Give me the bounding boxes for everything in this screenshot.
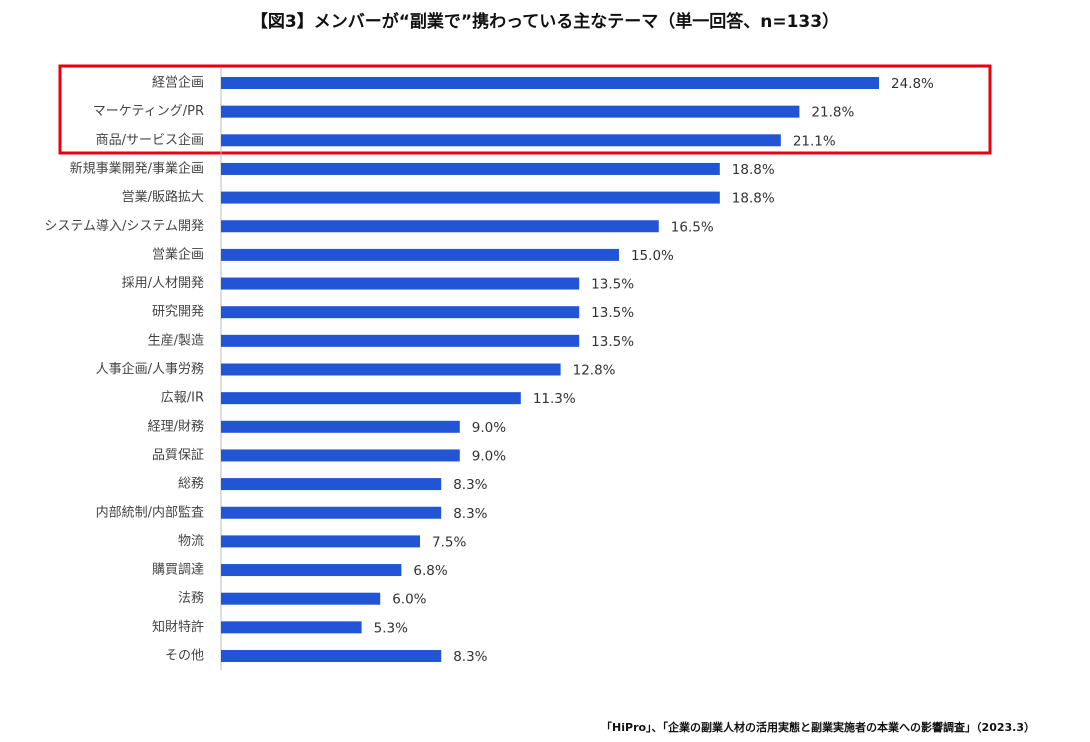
bar — [221, 220, 659, 233]
category-label: その他 — [165, 649, 204, 664]
bar — [221, 420, 460, 433]
bar — [221, 592, 381, 605]
value-label: 8.3% — [453, 649, 487, 665]
value-label: 18.8% — [732, 162, 775, 178]
bar — [221, 105, 800, 118]
bar — [221, 334, 580, 347]
bar — [221, 134, 781, 147]
bar — [221, 506, 442, 519]
category-label: 経営企画 — [152, 75, 204, 91]
value-label: 8.3% — [453, 477, 487, 493]
value-label: 21.8% — [811, 105, 854, 121]
bar — [221, 277, 580, 290]
bar — [221, 478, 442, 491]
bar — [221, 392, 521, 405]
source-note: 「HiPro」、「企業の副業人材の活用実態と副業実施者の本業への影響調査」（20… — [601, 720, 1035, 734]
category-label: 物流 — [178, 534, 204, 549]
bar — [221, 77, 879, 89]
bar — [221, 162, 720, 175]
value-label: 13.5% — [591, 334, 634, 350]
value-label: 12.8% — [573, 363, 616, 379]
value-label: 9.0% — [472, 448, 506, 464]
bar — [221, 564, 402, 577]
value-label: 9.0% — [472, 420, 506, 436]
bar — [221, 248, 619, 261]
category-label: 研究開発 — [152, 305, 204, 320]
value-label: 21.1% — [793, 133, 836, 149]
value-label: 13.5% — [591, 277, 634, 293]
category-label: 人事企画/人事労務 — [96, 361, 204, 377]
bar — [221, 306, 580, 319]
bar — [221, 363, 561, 376]
value-label: 6.0% — [392, 592, 426, 608]
value-label: 16.5% — [671, 219, 714, 235]
value-label: 15.0% — [631, 248, 674, 264]
bar — [221, 650, 442, 662]
category-label: 購買調達 — [152, 563, 204, 578]
category-label: 生産/製造 — [148, 332, 204, 348]
value-label: 18.8% — [732, 191, 775, 207]
category-label: 知財特許 — [152, 619, 204, 635]
category-label: 営業企画 — [152, 246, 204, 262]
chart-title: 【図3】メンバーが“副業で”携わっている主なテーマ（単一回答、n=133） — [251, 11, 839, 32]
highlight-box — [58, 64, 992, 155]
category-label: 品質保証 — [152, 448, 204, 463]
bar — [221, 191, 720, 204]
category-label: 総務 — [178, 477, 204, 492]
category-label: マーケティング/PR — [93, 104, 204, 119]
category-label: 新規事業開発/事業企画 — [70, 160, 204, 176]
category-label: 経理/財務 — [148, 419, 204, 434]
bar — [221, 449, 460, 462]
bar — [221, 535, 420, 548]
category-label: 内部統制/内部監査 — [96, 504, 204, 520]
value-label: 24.8% — [891, 76, 934, 92]
value-label: 11.3% — [533, 391, 576, 407]
category-label: 広報/IR — [161, 391, 204, 406]
value-label: 6.8% — [413, 563, 447, 579]
value-label: 5.3% — [374, 620, 408, 636]
value-label: 13.5% — [591, 305, 634, 321]
bar — [221, 621, 362, 634]
value-label: 7.5% — [432, 534, 466, 550]
category-label: 営業/販路拡大 — [122, 189, 204, 205]
category-label: 商品/サービス企画 — [96, 132, 204, 148]
category-label: システム導入/システム開発 — [44, 219, 204, 234]
value-label: 8.3% — [453, 506, 487, 522]
category-label: 採用/人材開発 — [122, 276, 204, 291]
category-label: 法務 — [178, 591, 204, 606]
